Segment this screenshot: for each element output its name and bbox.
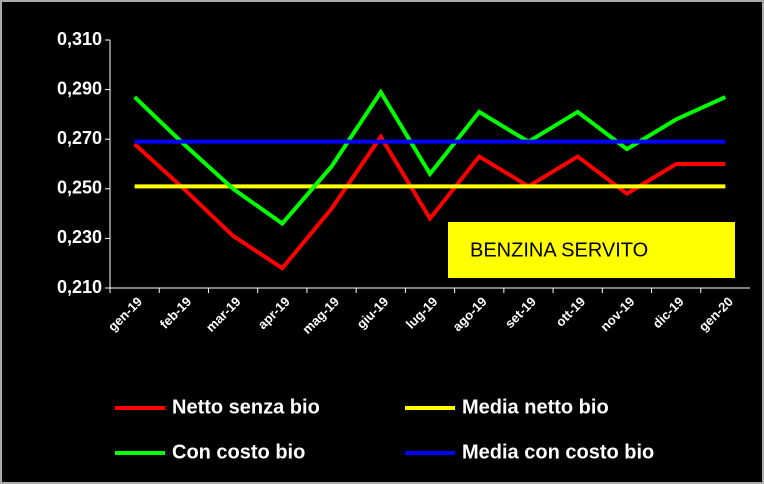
y-tick-label: 0,270 (57, 128, 102, 148)
y-tick-label: 0,310 (57, 29, 102, 49)
annotation-box (448, 222, 735, 278)
y-tick-label: 0,290 (57, 78, 102, 98)
series-line (133, 88, 727, 227)
legend-label: Netto senza bio (172, 396, 320, 418)
legend-label: Media con costo bio (462, 441, 654, 463)
legend-label: Media netto bio (462, 396, 609, 418)
y-tick-label: 0,250 (57, 178, 102, 198)
series-line (133, 133, 726, 271)
legend-label: Con costo bio (172, 441, 305, 463)
y-tick-label: 0,210 (57, 277, 102, 297)
y-tick-label: 0,230 (57, 227, 102, 247)
annotation: BENZINA SERVITO (470, 239, 648, 261)
